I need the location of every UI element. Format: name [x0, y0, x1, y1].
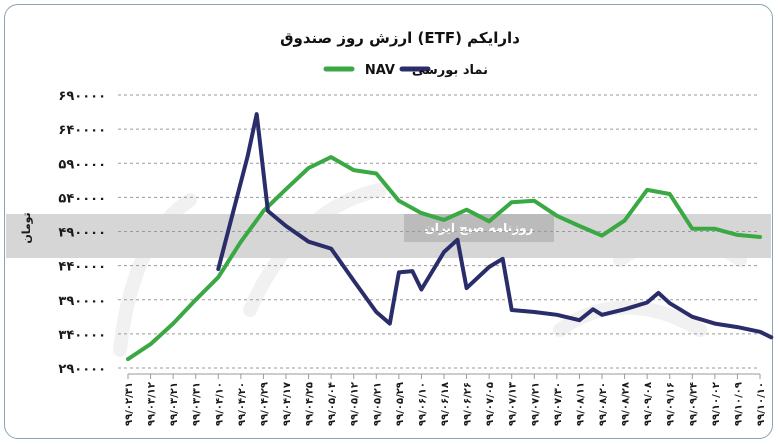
chart-title: ارزش روز صندوق (ETF) دارایکم [280, 29, 520, 47]
x-tick-label: ۹۹/۰۸/۱۱ [575, 382, 586, 426]
x-tick-label: ۹۹/۰۳/۱۲ [147, 382, 158, 426]
y-axis: ۲۹۰۰۰۰ ۳۴۰۰۰۰ ۳۹۰۰۰۰ ۴۴۰۰۰۰ ۴۹۰۰۰۰ ۵۴۰۰۰۰ ۵۹۰۰… [58, 89, 106, 377]
series-line-1 [216, 112, 774, 340]
x-tick-label: ۹۹/۱۰/۰۲ [711, 382, 722, 426]
x-tick-label: ۹۹/۰۸/۲۰ [598, 382, 609, 426]
x-tick-label: ۹۹/۰۹/۱۶ [666, 382, 677, 426]
x-tick-label: ۹۹/۰۵/۱۲ [350, 382, 361, 426]
series-line-0 [126, 155, 762, 362]
y-tick-label: ۳۹۰۰۰۰ [58, 294, 106, 309]
x-tick-label: ۹۹/۰۶/۱۰ [417, 382, 428, 426]
legend: NAV نماد بورسی [323, 63, 488, 78]
x-tick-label: ۹۹/۰۴/۱۰ [214, 382, 225, 426]
x-tick-label: ۹۹/۰۳/۲۱ [169, 382, 180, 426]
watermark-badge [404, 214, 554, 242]
watermark-band [6, 214, 771, 258]
x-tick-label: ۹۹/۰۵/۲۹ [395, 382, 406, 426]
x-tick-label: ۹۹/۰۴/۱۷ [282, 382, 293, 426]
y-tick-label: ۶۴۰۰۰۰ [58, 123, 106, 138]
y-tick-label: ۳۴۰۰۰۰ [58, 328, 106, 343]
y-tick-label: ۵۹۰۰۰۰ [58, 157, 106, 172]
x-tick-label: ۹۹/۰۸/۲۸ [621, 382, 632, 426]
y-tick-label: ۶۹۰۰۰۰ [58, 89, 106, 104]
x-tick-label: ۹۹/۰۷/۱۳ [508, 382, 519, 426]
x-tick-label: ۹۹/۰۴/۲۹ [259, 382, 270, 426]
x-tick-label: ۹۹/۱۰/۱۰ [756, 382, 767, 426]
x-tick-label: ۹۹/۰۶/۲۶ [463, 382, 474, 426]
x-tick-label: ۹۹/۰۴/۲۰ [237, 382, 248, 426]
y-axis-label: تومان [20, 212, 33, 243]
x-tick-label: ۹۹/۱۰/۰۹ [733, 382, 744, 426]
y-tick-label: ۲۹۰۰۰۰ [58, 362, 106, 377]
x-tick-label: ۹۹/۰۴/۲۵ [305, 382, 316, 426]
x-tick-label: ۹۹/۰۲/۳۱ [124, 382, 135, 426]
legend-label-1: نماد بورسی [412, 63, 488, 78]
watermark-text: روزنامه صبح ایران [425, 221, 534, 236]
x-tick-label: ۹۹/۰۹/۰۸ [643, 382, 654, 426]
x-tick-label: ۹۹/۰۹/۲۴ [688, 382, 699, 426]
x-tick-label: ۹۹/۰۷/۲۱ [530, 382, 541, 426]
x-tick-label: ۹۹/۰۷/۰۵ [485, 382, 496, 426]
y-tick-label: ۵۴۰۰۰۰ [58, 191, 106, 206]
x-axis: ۹۹/۰۲/۳۱ ۹۹/۰۳/۱۲ ۹۹/۰۳/۲۱ ۹۹/۰۳/۳۱ ۹۹/۰۴/۱۰… [124, 373, 767, 426]
y-tick-label: ۴۹۰۰۰۰ [58, 226, 106, 241]
x-tick-label: ۹۹/۰۷/۳۰ [553, 382, 564, 426]
legend-label-0: NAV [365, 63, 395, 78]
y-tick-label: ۴۴۰۰۰۰ [58, 260, 106, 275]
x-tick-label: ۹۹/۰۵/۰۴ [327, 382, 338, 426]
x-tick-label: ۹۹/۰۳/۳۱ [192, 382, 203, 426]
x-tick-label: ۹۹/۰۶/۱۸ [440, 382, 451, 426]
x-tick-label: ۹۹/۰۵/۲۱ [372, 382, 383, 426]
series-group [126, 112, 774, 362]
